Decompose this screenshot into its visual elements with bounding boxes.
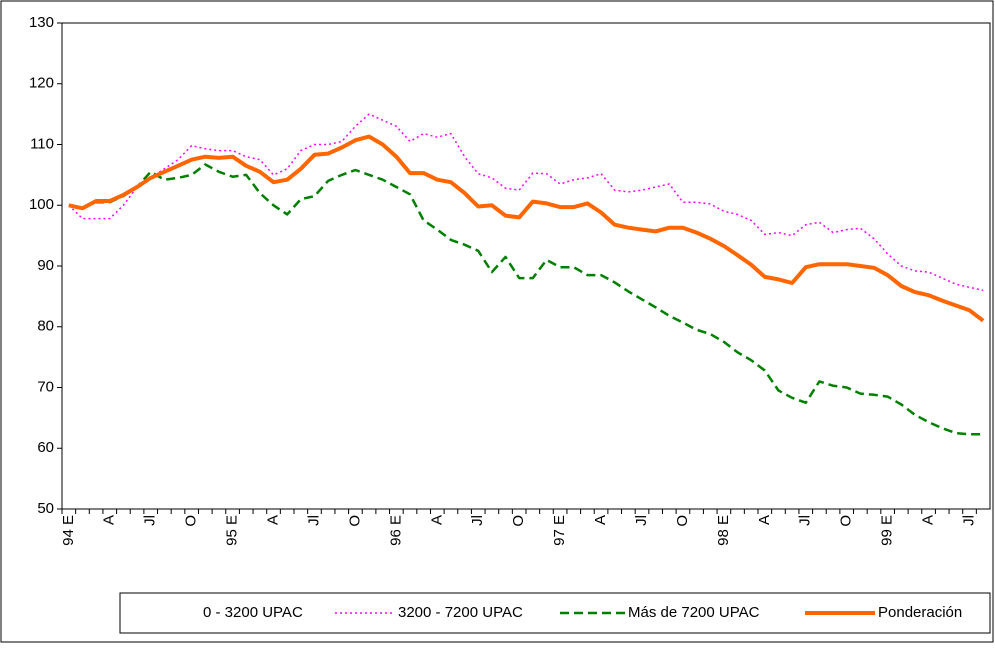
x-tick-label: O xyxy=(674,515,691,527)
series-line xyxy=(68,113,984,292)
legend-label: Ponderación xyxy=(878,604,962,621)
y-tick-label: 80 xyxy=(37,318,54,335)
x-tick-label: 97 E xyxy=(551,515,568,546)
y-tick-label: 110 xyxy=(30,135,54,152)
x-tick-label: A xyxy=(920,515,937,525)
y-tick-label: 130 xyxy=(29,14,54,31)
series-line xyxy=(68,163,984,436)
y-tick-label: 100 xyxy=(29,196,54,213)
x-tick-label: A xyxy=(264,515,281,525)
x-tick-label: A xyxy=(756,515,773,525)
x-tick-label: 99 E xyxy=(879,515,896,546)
x-tick-label: Jl xyxy=(305,515,322,526)
x-tick-label: Jl xyxy=(797,515,814,526)
x-tick-label: 98 E xyxy=(715,515,732,546)
y-tick-label: 50 xyxy=(37,500,54,517)
x-tick-label: O xyxy=(183,515,200,527)
y-tick-label: 90 xyxy=(37,257,54,274)
x-tick-label: 94 E xyxy=(60,515,77,546)
x-tick-label: A xyxy=(101,515,118,525)
legend-label: 3200 - 7200 UPAC xyxy=(398,604,523,621)
legend-label: 0 - 3200 UPAC xyxy=(203,604,303,621)
x-tick-label: Jl xyxy=(469,515,486,526)
x-tick-label: 96 E xyxy=(387,515,404,546)
x-tick-label: 95 E xyxy=(224,515,241,546)
x-tick-label: A xyxy=(428,515,445,525)
x-tick-label: Jl xyxy=(142,515,159,526)
x-tick-label: O xyxy=(838,515,855,527)
x-tick-label: O xyxy=(346,515,363,527)
legend-label: Más de 7200 UPAC xyxy=(628,604,760,621)
x-tick-label: O xyxy=(510,515,527,527)
x-tick-label: A xyxy=(592,515,609,525)
y-tick-label: 60 xyxy=(37,439,54,456)
x-tick-label: Jl xyxy=(633,515,650,526)
y-tick-label: 70 xyxy=(37,378,54,395)
x-tick-label: Jl xyxy=(960,515,977,526)
series-line xyxy=(68,134,985,323)
y-tick-label: 120 xyxy=(29,75,54,92)
